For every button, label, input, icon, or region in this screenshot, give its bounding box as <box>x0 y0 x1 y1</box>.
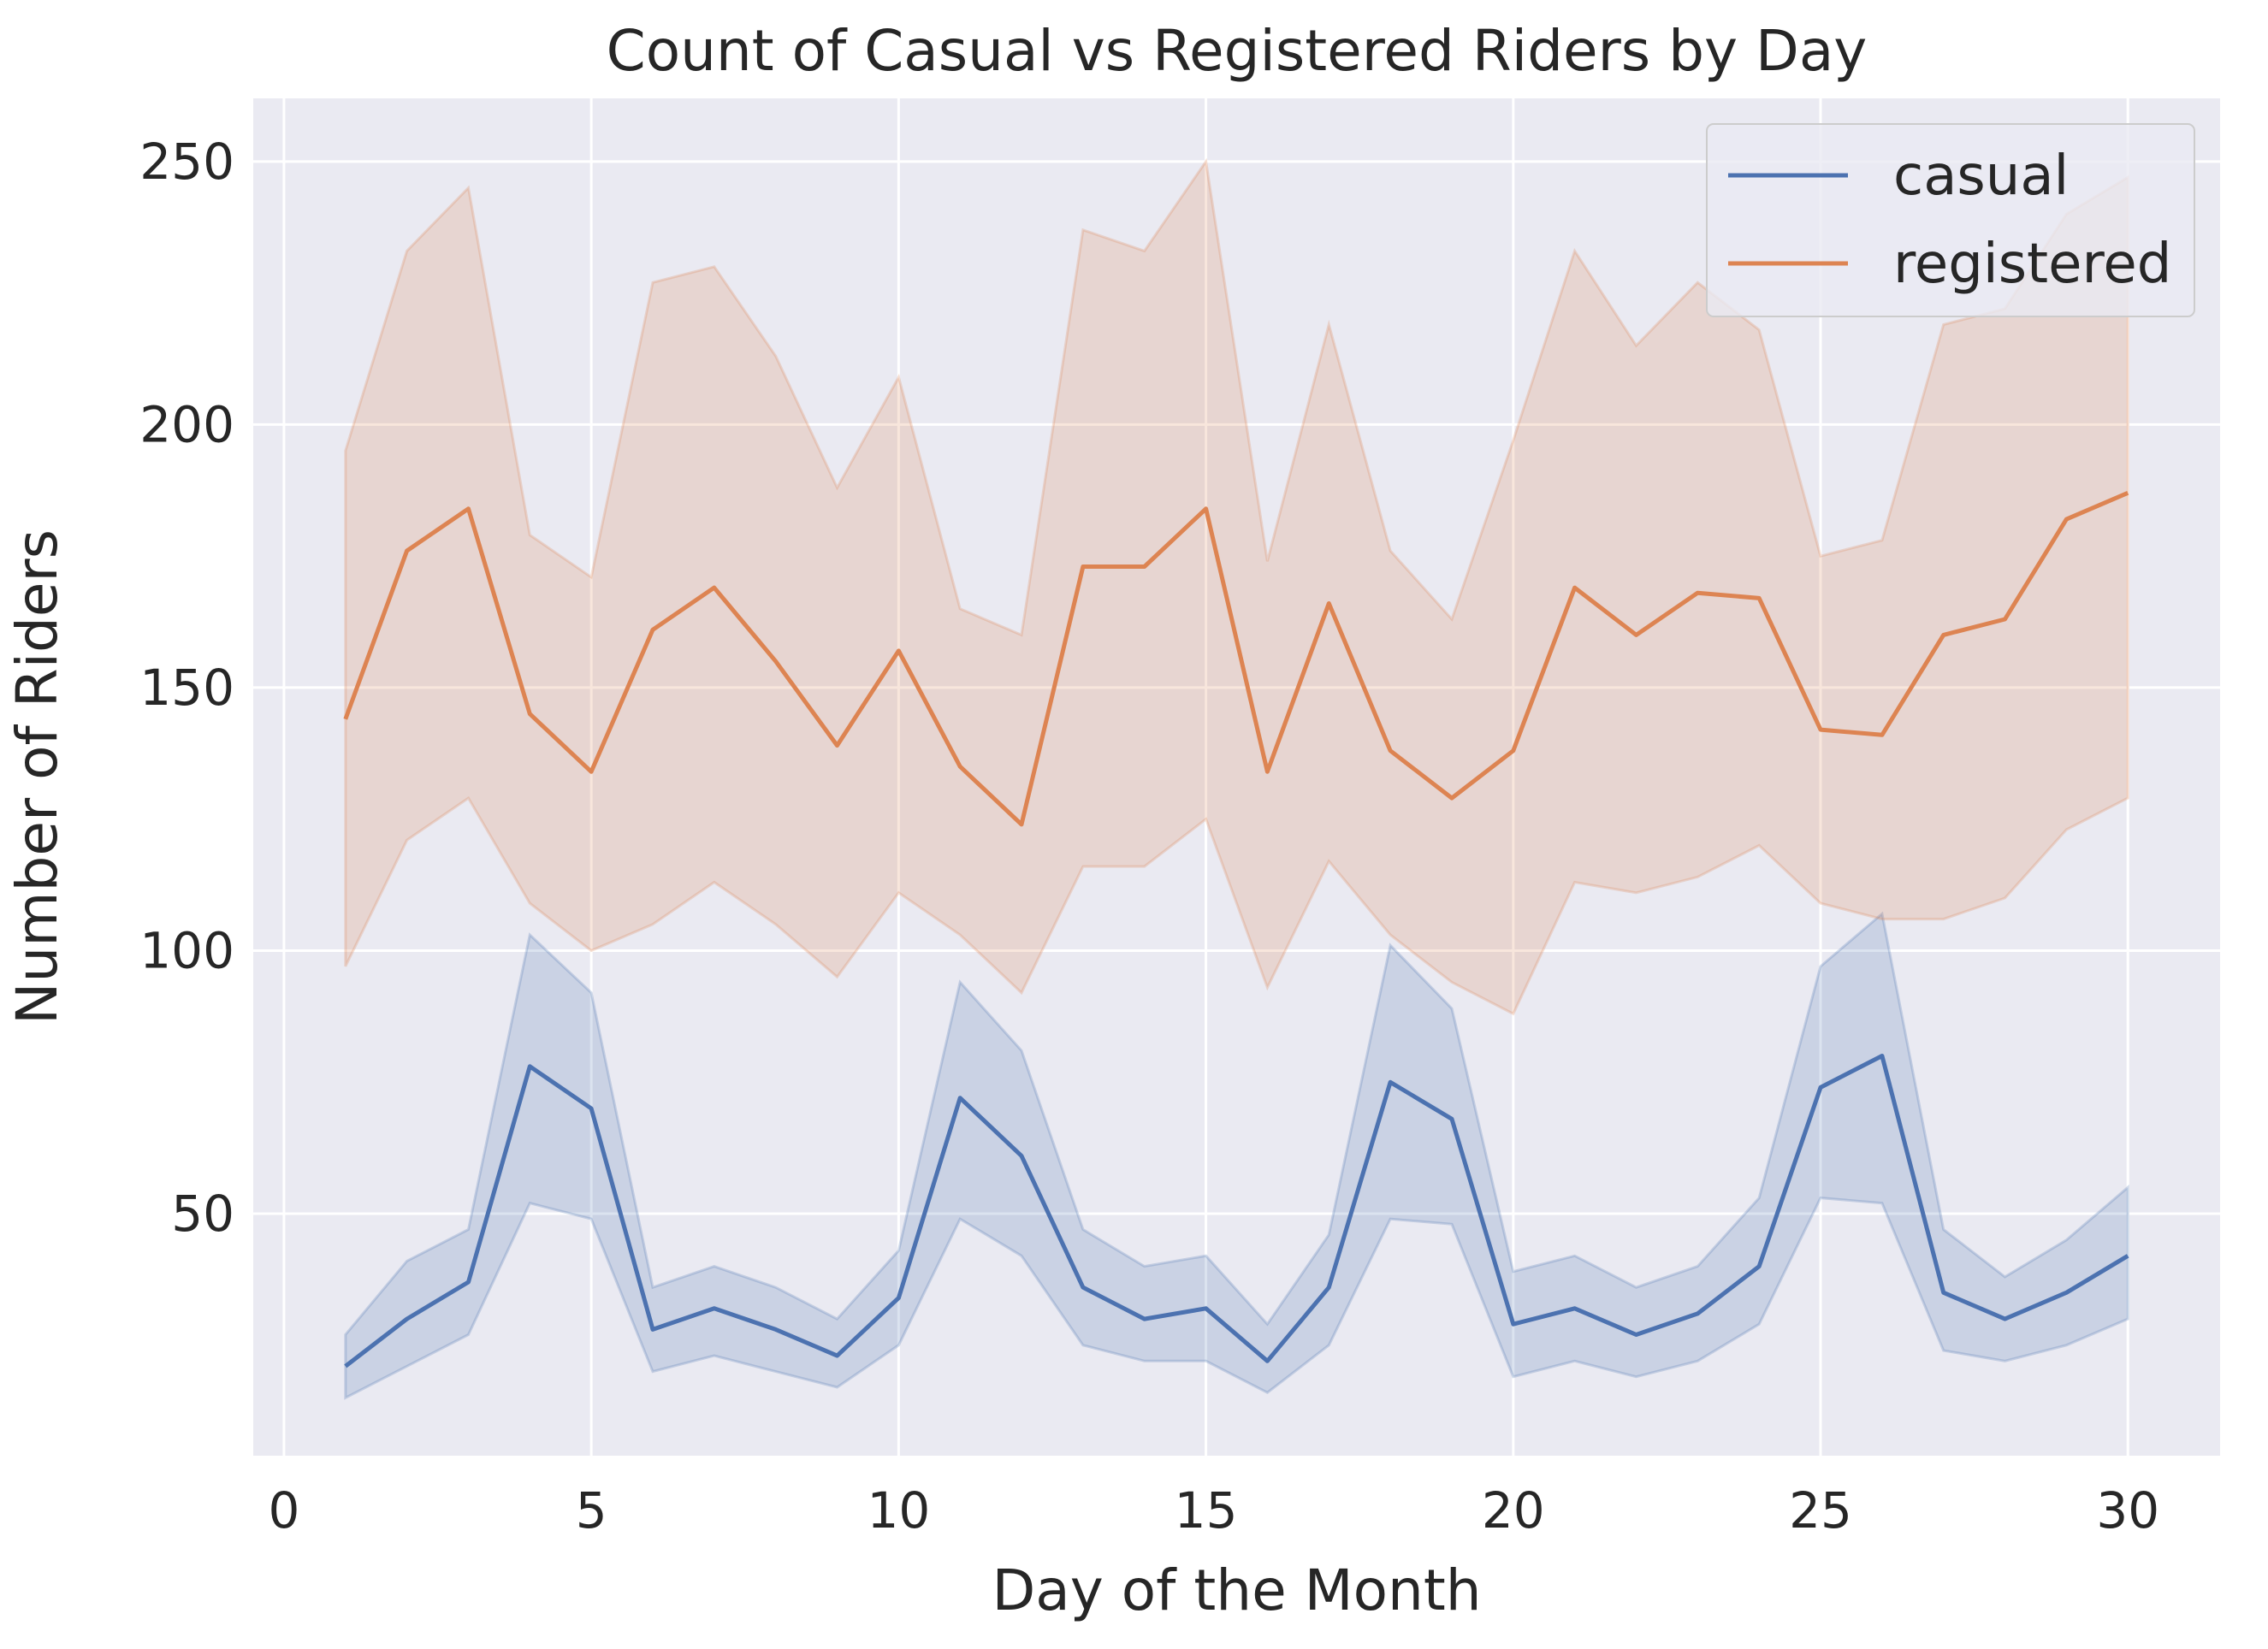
x-tick-label: 0 <box>268 1481 299 1540</box>
confidence-band-casual <box>344 911 2129 1400</box>
x-tick-label: 5 <box>576 1481 607 1540</box>
x-axis-label: Day of the Month <box>992 1557 1481 1623</box>
x-tick-label: 15 <box>1175 1481 1238 1540</box>
confidence-bands <box>344 157 2129 1400</box>
x-tick-label: 20 <box>1482 1481 1545 1540</box>
x-tick-label: 25 <box>1789 1481 1852 1540</box>
tick-labels: 0 5 10 15 20 25 30 50 100 150 200 250 <box>139 133 2159 1540</box>
plot-area <box>253 98 2220 1456</box>
x-tick-label: 30 <box>2096 1481 2159 1540</box>
y-tick-label: 50 <box>171 1185 234 1243</box>
series-lines <box>343 491 2129 1368</box>
series-line-registered <box>343 491 2129 827</box>
y-tick-label: 200 <box>139 395 234 453</box>
y-tick-label: 250 <box>139 133 234 191</box>
y-tick-label: 100 <box>139 921 234 979</box>
grid-lines <box>253 98 2220 1456</box>
chart-title: Count of Casual vs Registered Riders by … <box>607 18 1868 84</box>
legend-label-casual: casual <box>1893 145 2069 208</box>
x-tick-label: 10 <box>867 1481 930 1540</box>
confidence-band-registered <box>344 157 2129 1016</box>
legend-box <box>1706 123 2195 317</box>
legend-label-registered: registered <box>1893 233 2171 296</box>
series-line-casual <box>344 1054 2129 1368</box>
y-tick-label: 150 <box>139 659 234 717</box>
y-axis-label: Number of Riders <box>4 529 70 1025</box>
legend: casual registered <box>1706 123 2195 317</box>
